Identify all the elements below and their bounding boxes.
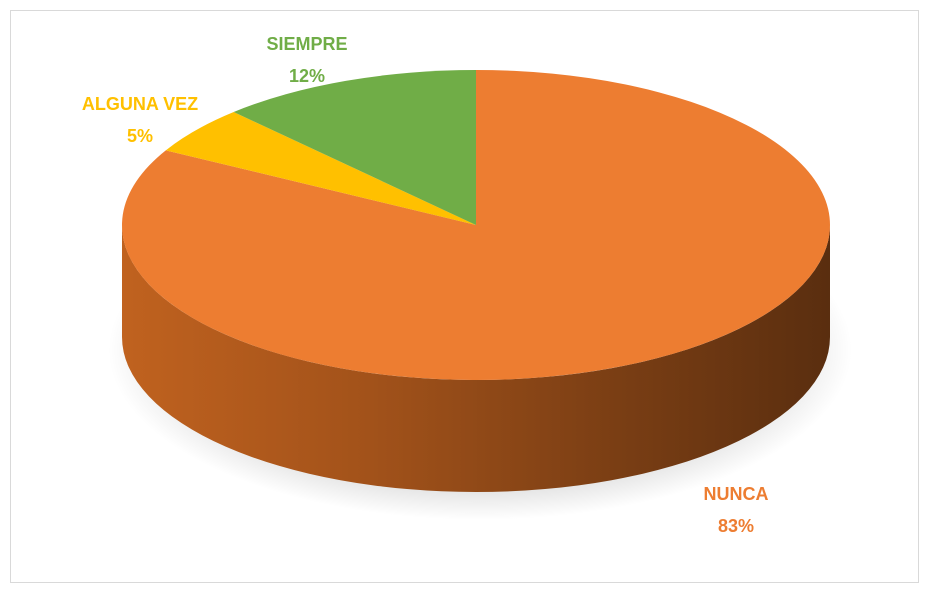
slice: [233, 70, 476, 225]
slice-value-label: 83%: [718, 516, 754, 536]
slice-label: SIEMPRE: [266, 34, 347, 54]
slice-value-label: 12%: [289, 66, 325, 86]
slice-label: NUNCA: [704, 484, 769, 504]
slice-label: ALGUNA VEZ: [82, 94, 198, 114]
slice-side: [122, 225, 830, 492]
slice-value-label: 5%: [127, 126, 153, 146]
slice: [165, 112, 477, 225]
